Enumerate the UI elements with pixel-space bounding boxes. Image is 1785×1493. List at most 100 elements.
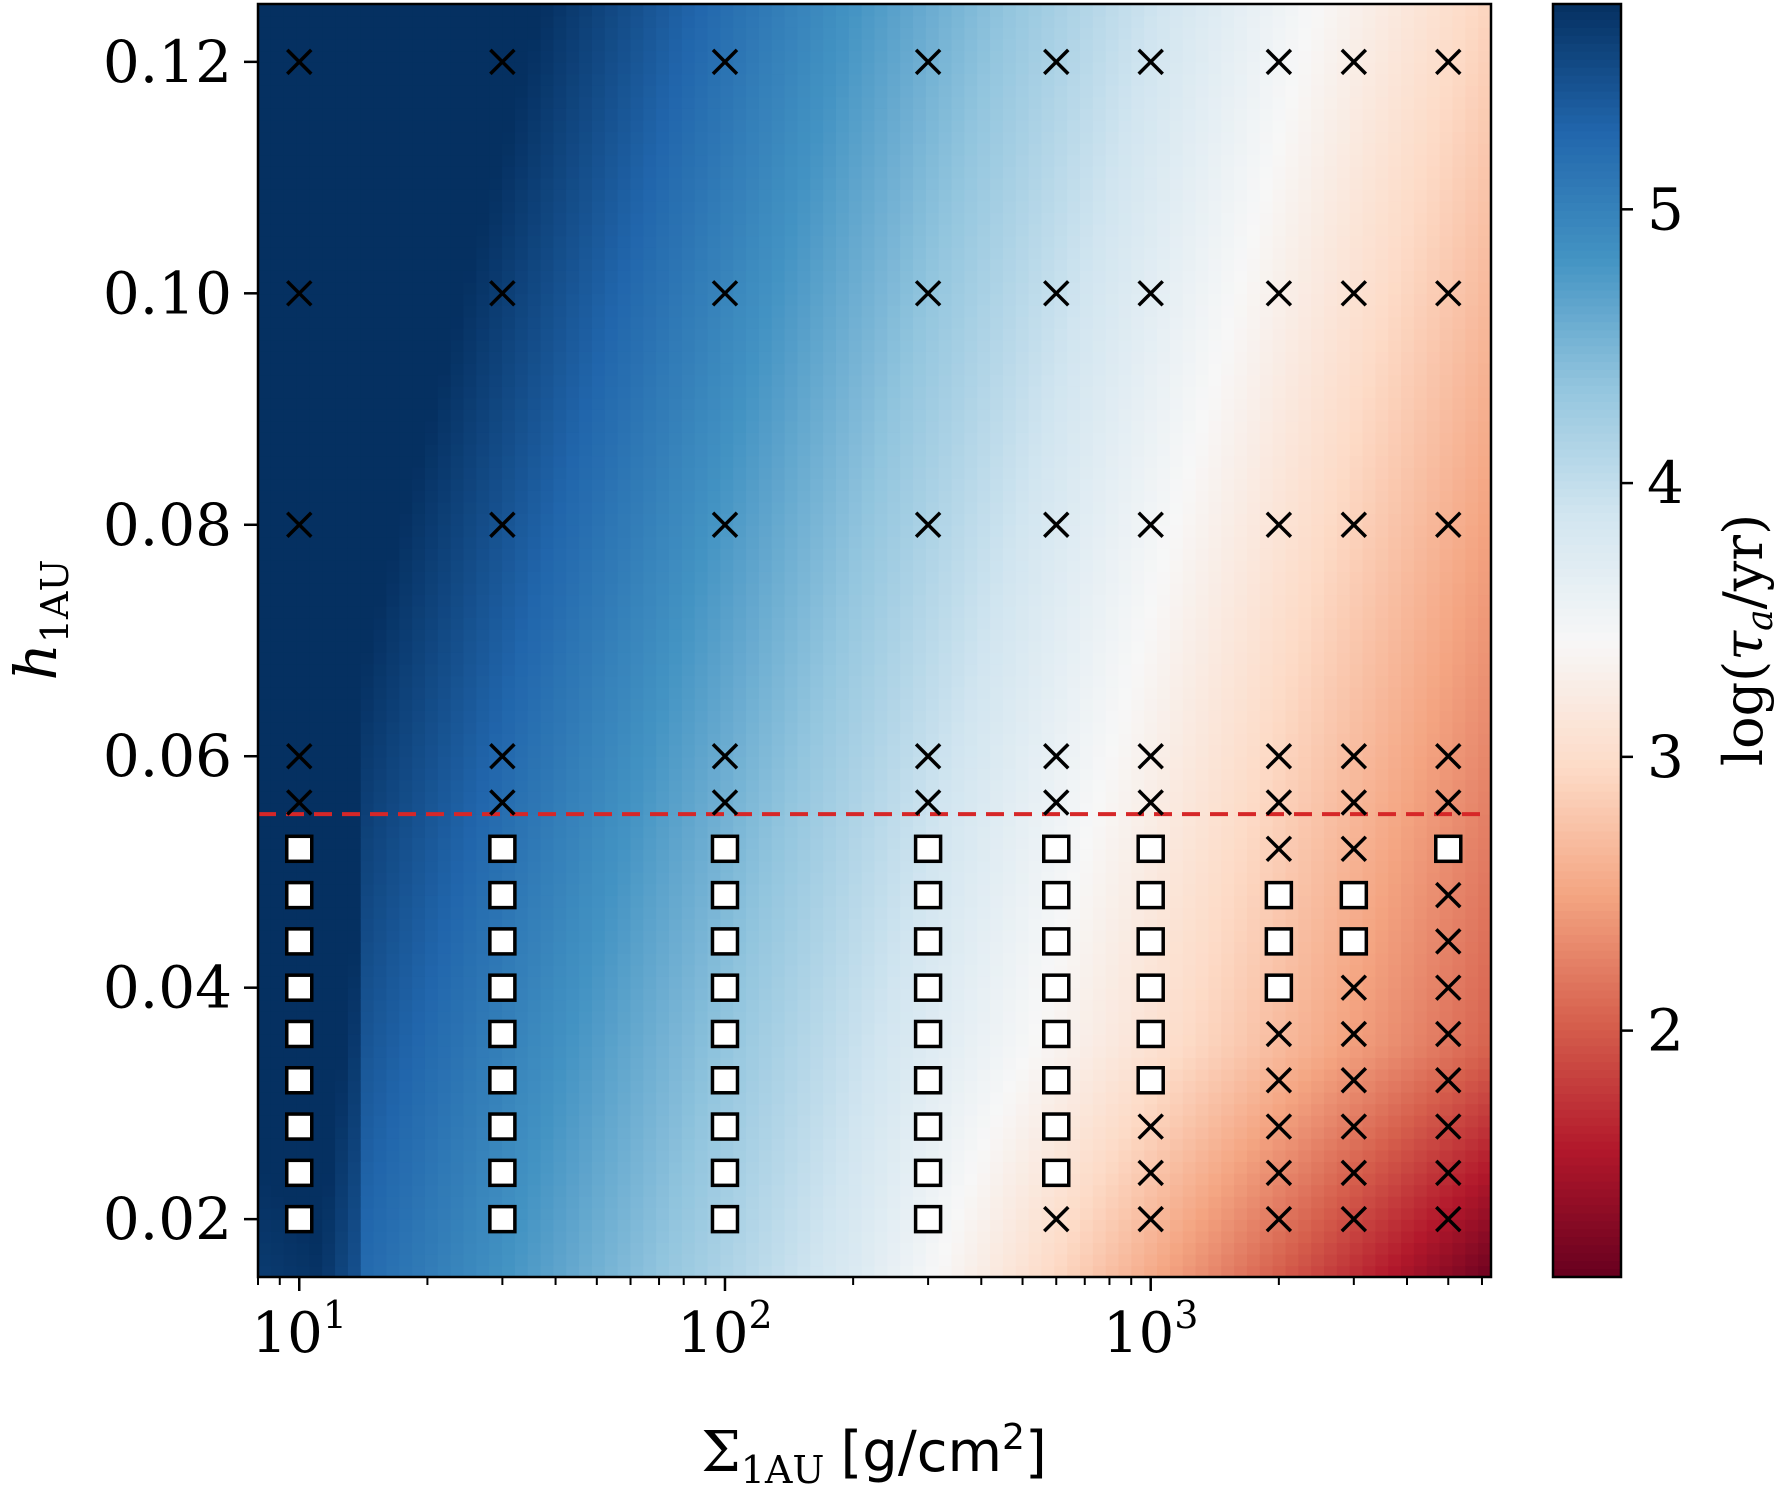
heatmap-cell (591, 328, 606, 341)
heatmap-cell (591, 85, 606, 98)
heatmap-cell (591, 142, 606, 156)
heatmap-cell (630, 559, 645, 572)
heatmap-cell (733, 281, 747, 295)
heatmap-cell (784, 131, 799, 144)
heatmap-cell (784, 628, 799, 642)
heatmap-cell (707, 223, 722, 237)
heatmap-cell (373, 4, 388, 17)
heatmap-cell (669, 409, 683, 422)
heatmap-cell (591, 1138, 606, 1151)
heatmap-cell (669, 709, 683, 723)
heatmap-cell (566, 235, 580, 248)
heatmap-cell (412, 929, 426, 943)
heatmap-cell (347, 304, 362, 318)
heatmap-cell (579, 1091, 593, 1105)
heatmap-cell (604, 721, 619, 734)
heatmap-cell (553, 328, 568, 341)
heatmap-cell (399, 640, 413, 653)
heatmap-cell (322, 524, 336, 538)
heatmap-cell (604, 293, 619, 306)
heatmap-cell (360, 1103, 375, 1116)
heatmap-cell (553, 270, 568, 283)
heatmap-cell (258, 328, 272, 341)
heatmap-cell (335, 385, 349, 399)
heatmap-cell (694, 721, 709, 734)
heatmap-cell (270, 73, 285, 86)
heatmap-cell (386, 108, 401, 121)
heatmap-cell (335, 686, 349, 700)
heatmap-cell (399, 223, 413, 237)
heatmap-cell (656, 142, 670, 156)
heatmap-cell (450, 767, 465, 781)
heatmap-cell (270, 790, 285, 804)
heatmap-cell (270, 1022, 285, 1035)
heatmap-cell (527, 698, 542, 711)
heatmap-cell (322, 895, 336, 908)
heatmap-cell (373, 1149, 388, 1163)
heatmap-cell (514, 744, 529, 758)
heatmap-cell (502, 362, 516, 376)
heatmap-cell (322, 663, 336, 677)
heatmap-cell (322, 177, 336, 190)
heatmap-cell (604, 709, 619, 723)
heatmap-cell (309, 686, 324, 700)
heatmap-cell (450, 906, 465, 920)
heatmap-cell (489, 189, 503, 202)
heatmap-cell (540, 802, 555, 815)
heatmap-cell (373, 1080, 388, 1093)
heatmap-cell (373, 617, 388, 630)
heatmap-cell (579, 339, 593, 352)
heatmap-cell (424, 663, 439, 677)
heatmap-cell (810, 1219, 824, 1232)
heatmap-cell (784, 524, 799, 538)
heatmap-cell (424, 1045, 439, 1058)
heatmap-cell (296, 559, 311, 572)
heatmap-cell (579, 235, 593, 248)
heatmap-cell (373, 1195, 388, 1209)
heatmap-cell (617, 1195, 632, 1209)
heatmap-cell (771, 952, 786, 966)
heatmap-cell (296, 223, 311, 237)
heatmap-cell (502, 709, 516, 723)
heatmap-cell (579, 1126, 593, 1139)
heatmap-cell (669, 223, 683, 237)
heatmap-cell (373, 733, 388, 746)
heatmap-cell (502, 142, 516, 156)
heatmap-cell (309, 628, 324, 642)
heatmap-cell (399, 304, 413, 318)
heatmap-cell (681, 1045, 696, 1058)
heatmap-cell (424, 906, 439, 920)
heatmap-cell (347, 397, 362, 410)
heatmap-cell (823, 1068, 837, 1082)
heatmap-cell (335, 1195, 349, 1209)
heatmap-cell (424, 941, 439, 954)
heatmap-cell (399, 571, 413, 584)
heatmap-cell (630, 1265, 645, 1277)
heatmap-cell (502, 258, 516, 271)
heatmap-cell (591, 721, 606, 734)
heatmap-cell (591, 1219, 606, 1232)
heatmap-cell (746, 802, 760, 815)
heatmap-cell (450, 432, 465, 445)
heatmap-cell (566, 247, 580, 260)
heatmap-cell (746, 709, 760, 723)
heatmap-cell (373, 767, 388, 781)
heatmap-cell (566, 941, 580, 954)
heatmap-cell (347, 478, 362, 491)
heatmap-cell (758, 1022, 773, 1035)
heatmap-cell (437, 779, 452, 792)
heatmap-cell (399, 142, 413, 156)
heatmap-cell (283, 328, 298, 341)
heatmap-cell (540, 582, 555, 596)
heatmap-cell (758, 61, 773, 75)
heatmap-cell (797, 999, 812, 1012)
heatmap-cell (437, 617, 452, 630)
heatmap-cell (540, 976, 555, 989)
heatmap-cell (309, 108, 324, 121)
heatmap-cell (823, 1138, 837, 1151)
heatmap-cell (694, 1253, 709, 1267)
heatmap-cell (591, 316, 606, 329)
heatmap-cell (617, 212, 632, 225)
heatmap-cell (386, 362, 401, 376)
heatmap-cell (450, 73, 465, 86)
